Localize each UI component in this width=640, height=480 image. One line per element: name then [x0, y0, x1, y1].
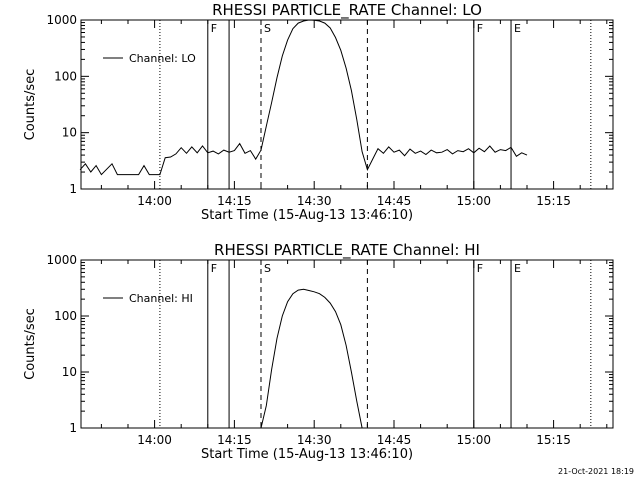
timestamp-stamp: 21-Oct-2021 18:19 [558, 467, 634, 476]
x-tick-label: 14:15 [217, 433, 252, 447]
chart-panel-lo: RHESSI PARTICLE_RATE Channel: LO 1 10 100 10… [23, 1, 614, 223]
x-tick-label: 15:00 [456, 433, 491, 447]
x-tick-label: 15:00 [456, 194, 491, 208]
event-marker-label: E [514, 22, 521, 35]
series-line [260, 288, 363, 429]
x-tick-label: 15:15 [536, 433, 571, 447]
y-tick-label: 1 [69, 421, 77, 435]
y-axis-label: Counts/sec [23, 69, 38, 141]
y-tick-label: 1000 [46, 253, 77, 267]
legend-label: Channel: HI [129, 292, 193, 305]
x-tick-label: 14:30 [297, 194, 332, 208]
y-tick-label: 1000 [46, 13, 77, 27]
x-tick-label: 14:45 [377, 433, 412, 447]
event-marker-label: S [264, 22, 271, 35]
x-tick-label: 14:30 [297, 433, 332, 447]
x-tick-label: 15:15 [536, 194, 571, 208]
legend-label: Channel: LO [129, 52, 196, 65]
y-tick-label: 100 [54, 309, 77, 323]
plot-frame [80, 19, 614, 190]
x-tick-label: 14:15 [217, 194, 252, 208]
chart-panel-hi: RHESSI PARTICLE_RATE Channel: HI 1 10 100 10… [23, 241, 614, 462]
x-tick-label: 14:00 [137, 433, 172, 447]
chart-title: RHESSI PARTICLE_RATE Channel: HI [214, 241, 480, 260]
x-tick-label: 14:45 [377, 194, 412, 208]
y-tick-label: 10 [62, 126, 77, 140]
x-tick-label: 14:00 [137, 194, 172, 208]
event-marker-label: E [514, 262, 521, 275]
y-tick-label: 1 [69, 182, 77, 196]
series-line [79, 19, 528, 176]
event-marker-label: F [211, 22, 217, 35]
chart-title: RHESSI PARTICLE_RATE Channel: LO [212, 1, 482, 20]
y-axis-label: Counts/sec [23, 308, 38, 380]
event-marker-label: F [477, 262, 483, 275]
event-marker-label: S [264, 262, 271, 275]
y-tick-label: 100 [54, 69, 77, 83]
event-marker-label: F [211, 262, 217, 275]
plot-frame [80, 259, 614, 429]
event-marker-label: F [477, 22, 483, 35]
y-tick-label: 10 [62, 365, 77, 379]
x-axis-label: Start Time (15-Aug-13 13:46:10) [201, 208, 413, 223]
x-axis-label: Start Time (15-Aug-13 13:46:10) [201, 447, 413, 462]
